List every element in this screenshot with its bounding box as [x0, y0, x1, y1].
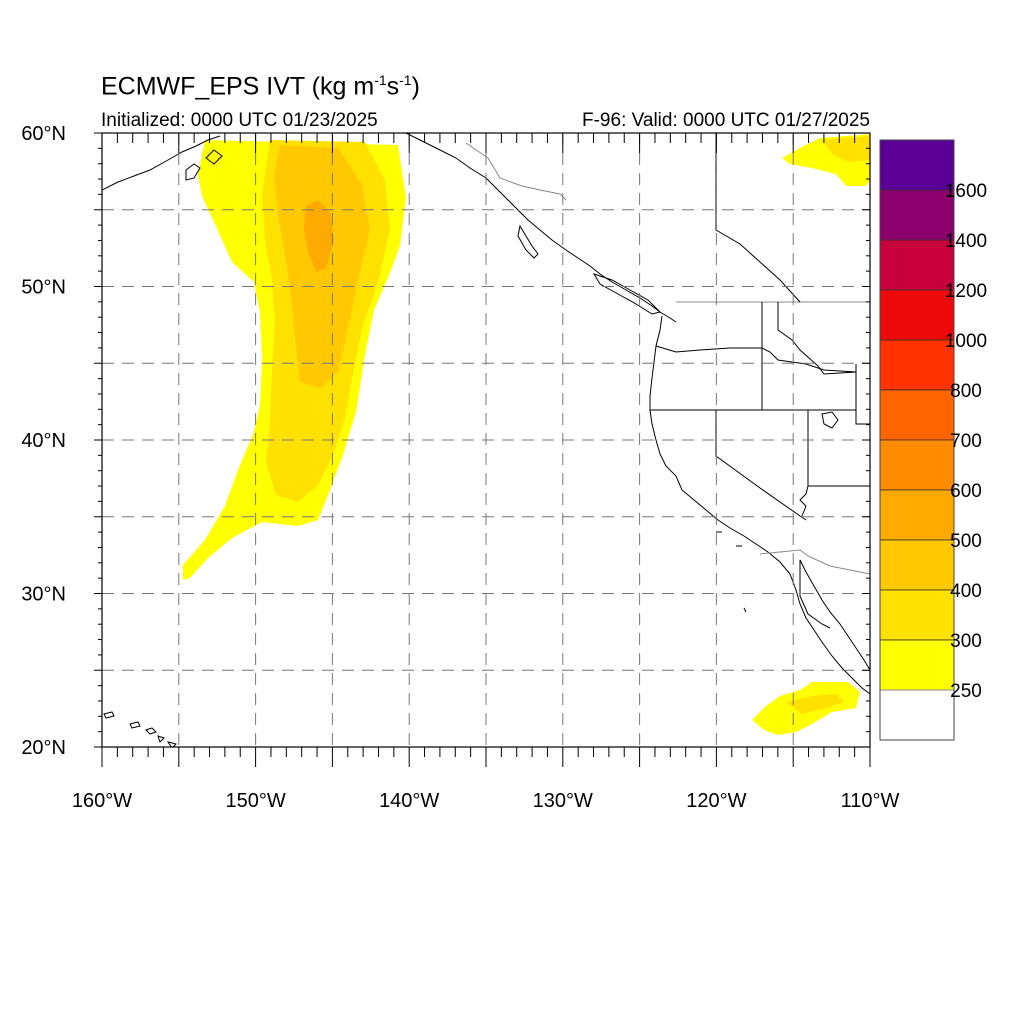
colorbar	[879, 139, 955, 741]
nv-ut-border	[807, 410, 870, 487]
alaska-coastline	[102, 133, 567, 251]
latitude-label: 40°N	[21, 430, 66, 452]
longitude-label: 120°W	[686, 790, 746, 812]
ivt-shading	[183, 134, 870, 735]
colorbar-swatch	[879, 139, 955, 191]
colorbar-swatch	[879, 289, 955, 341]
us-west-coastline	[649, 315, 870, 695]
bc-coastline	[517, 224, 677, 323]
latitude-label: 50°N	[21, 277, 66, 299]
colorbar-label: 300	[950, 631, 982, 652]
longitude-label: 130°W	[533, 790, 593, 812]
baja-sonora-border	[799, 560, 831, 629]
colorbar-swatch	[879, 639, 955, 691]
latitude-label: 20°N	[21, 737, 66, 759]
alaska-border	[465, 142, 567, 201]
nv-az-border	[799, 485, 809, 517]
map-title: ECMWF_EPS IVT (kg m-1s-1)	[101, 72, 420, 101]
colorbar-swatch	[879, 539, 955, 591]
coastlines	[102, 133, 870, 747]
latitude-label: 30°N	[21, 584, 66, 606]
colorbar-swatch	[879, 239, 955, 291]
great-salt-lake	[821, 411, 839, 429]
id-mt-border	[777, 302, 857, 375]
colorbar-label: 600	[950, 481, 982, 502]
latitude-labels: 60°N 50°N 40°N 30°N 20°N	[21, 123, 66, 759]
colorbar-label: 1600	[945, 181, 987, 202]
colorbar-swatch	[879, 189, 955, 241]
colorbar-swatch	[879, 339, 955, 391]
colorbar-empty-swatch	[879, 689, 955, 741]
colorbar-swatch	[879, 389, 955, 441]
colorbar-labels: 250 300 400 500 600 700 800 1000 1200 1400 1600	[945, 181, 987, 702]
longitude-label: 150°W	[225, 790, 285, 812]
colorbar-label: 500	[950, 531, 982, 552]
colorbar-swatch	[879, 589, 955, 641]
longitude-labels: 160°W 150°W 140°W 130°W 120°W 110°W	[72, 790, 900, 812]
lat-lon-grid	[102, 133, 870, 747]
ivt-contour-500	[304, 200, 334, 272]
colorbar-label: 400	[950, 581, 982, 602]
axis-ticks	[94, 132, 871, 767]
wa-or-border	[655, 345, 857, 373]
gulf-of-california-coast	[799, 559, 870, 671]
longitude-label: 160°W	[72, 790, 132, 812]
valid-time: F-96: Valid: 0000 UTC 01/27/2025	[582, 110, 870, 131]
ivt-northeast-core	[822, 136, 870, 162]
ca-nv-border	[715, 410, 807, 521]
colorbar-label: 700	[950, 431, 982, 452]
longitude-label: 110°W	[841, 790, 900, 812]
colorbar-label: 1000	[945, 331, 987, 352]
map-frame	[101, 132, 871, 748]
channel-islands	[716, 531, 747, 613]
colorbar-swatch	[879, 439, 955, 491]
colorbar-label: 1200	[945, 281, 987, 302]
hawaii-islands	[103, 711, 177, 747]
colorbar-label: 1400	[945, 231, 987, 252]
colorbar-label: 250	[950, 681, 982, 702]
ut-wy-border	[855, 364, 870, 425]
us-mexico-border	[759, 549, 870, 575]
initialized-time: Initialized: 0000 UTC 01/23/2025	[101, 110, 378, 131]
latitude-label: 60°N	[21, 123, 66, 145]
longitude-label: 140°W	[379, 790, 439, 812]
colorbar-swatch	[879, 489, 955, 541]
colorbar-label: 800	[950, 381, 982, 402]
ivt-southeast-core	[786, 694, 844, 714]
colorbar-frame	[879, 139, 955, 741]
political-borders	[650, 133, 870, 629]
